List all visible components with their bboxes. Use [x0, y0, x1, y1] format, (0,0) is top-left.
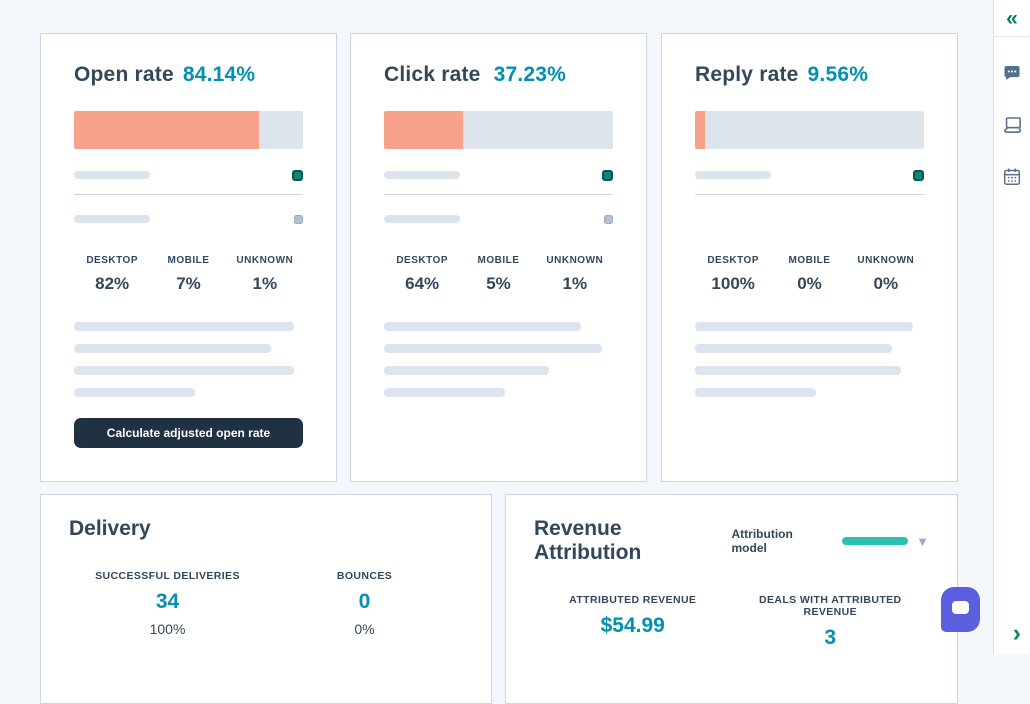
stat-unknown: UNKNOWN 0%	[857, 255, 915, 293]
metric-value: 9.56%	[807, 63, 869, 86]
redacted-label-pill	[384, 171, 460, 179]
collapse-sidebar-button[interactable]: «	[1006, 7, 1018, 30]
stat-mobile: MOBILE 7%	[167, 255, 210, 293]
legend-row	[384, 169, 613, 181]
device-stats: DESKTOP 100% MOBILE 0% UNKNOWN 0%	[695, 255, 924, 294]
divider	[695, 194, 924, 195]
card-title: Reply rate 9.56%	[695, 63, 924, 87]
card-title: Click rate 37.23%	[384, 63, 613, 87]
redacted-text-block	[74, 322, 303, 410]
reply-rate-card: Reply rate 9.56% DESKTOP 100% MOBILE 0% U…	[661, 33, 958, 482]
redacted-line	[695, 344, 892, 353]
calendar-icon[interactable]	[1002, 167, 1023, 187]
redacted-line	[695, 388, 817, 397]
redacted-label-pill	[695, 171, 771, 179]
redacted-label-pill	[74, 215, 150, 223]
attribution-model-label: Attribution model	[731, 527, 793, 555]
revenue-stats: ATTRIBUTED REVENUE $54.99 DEALS WITH ATT…	[534, 594, 929, 650]
chat-launcher-button[interactable]	[941, 587, 980, 632]
rate-progress-bar	[695, 111, 924, 149]
rate-progress-bar	[384, 111, 613, 149]
stat-unknown: UNKNOWN 1%	[236, 255, 294, 293]
right-sidebar: «	[993, 0, 1030, 654]
redacted-line	[384, 388, 506, 397]
redacted-text-block	[695, 322, 924, 410]
stat-attributed-revenue: ATTRIBUTED REVENUE $54.99	[569, 594, 697, 637]
legend-row	[74, 214, 303, 224]
redacted-line	[74, 388, 196, 397]
divider	[384, 194, 613, 195]
chat-bubble-icon[interactable]	[1002, 63, 1023, 83]
chevron-down-icon: ▼	[916, 533, 929, 549]
open-rate-card: Open rate 84.14% DESKTOP 82% MOBILE 7% UN…	[40, 33, 337, 482]
redacted-text-block	[384, 322, 613, 410]
divider	[74, 194, 303, 195]
stat-deals-with-attributed-revenue: DEALS WITH ATTRIBUTED REVENUE 3	[758, 594, 902, 649]
gray-legend-square	[604, 214, 613, 224]
redacted-line	[74, 322, 294, 331]
click-rate-card: Click rate 37.23% DESKTOP 64% MOBILE 5% U…	[350, 33, 647, 482]
rate-progress-fill	[695, 111, 706, 149]
laptop-icon[interactable]	[1002, 115, 1023, 135]
calculate-adjusted-open-rate-button[interactable]: Calculate adjusted open rate	[74, 418, 303, 448]
redacted-line	[384, 366, 549, 375]
rate-progress-fill	[74, 111, 260, 149]
metric-value: 37.23%	[493, 63, 566, 86]
sidebar-divider	[994, 36, 1030, 38]
legend-row	[74, 169, 303, 181]
redacted-label-pill	[74, 171, 150, 179]
stat-bounces: BOUNCES 0 0%	[336, 570, 393, 637]
redacted-line	[384, 344, 602, 353]
redacted-line	[384, 322, 581, 331]
teal-legend-square	[913, 169, 924, 181]
legend-row	[695, 169, 924, 181]
stat-successful-deliveries: SUCCESSFUL DELIVERIES 34 100%	[95, 570, 240, 637]
redacted-line	[74, 344, 271, 353]
delivery-stats: SUCCESSFUL DELIVERIES 34 100% BOUNCES 0 …	[69, 570, 463, 637]
revenue-attribution-card: Revenue Attribution Attribution model ▼ …	[505, 494, 958, 704]
device-stats: DESKTOP 82% MOBILE 7% UNKNOWN 1%	[74, 255, 303, 294]
metric-name: Reply rate	[695, 63, 799, 86]
metric-value: 84.14%	[182, 63, 256, 86]
attribution-model-dropdown[interactable]: Attribution model ▼	[732, 527, 929, 555]
stat-mobile: MOBILE 5%	[477, 255, 520, 293]
stat-desktop: DESKTOP 100%	[707, 255, 759, 293]
card-title: Open rate 84.14%	[74, 63, 303, 87]
legend-row	[384, 214, 613, 224]
gray-legend-square	[294, 214, 303, 224]
teal-legend-square	[292, 169, 303, 181]
stat-desktop: DESKTOP 64%	[396, 255, 448, 293]
delivery-card: Delivery SUCCESSFUL DELIVERIES 34 100% B…	[40, 494, 492, 704]
revenue-title: Revenue Attribution	[534, 517, 642, 564]
attribution-model-value-pill	[842, 537, 909, 545]
stat-desktop: DESKTOP 82%	[86, 255, 138, 293]
metric-name: Open rate	[74, 63, 174, 86]
chat-bubble-glyph	[952, 601, 969, 614]
redacted-line	[695, 366, 902, 375]
rate-progress-fill	[384, 111, 463, 149]
teal-legend-square	[602, 169, 613, 181]
stat-unknown: UNKNOWN 1%	[546, 255, 604, 293]
redacted-label-pill	[384, 215, 460, 223]
device-stats: DESKTOP 64% MOBILE 5% UNKNOWN 1%	[384, 255, 613, 294]
delivery-title: Delivery	[69, 517, 151, 540]
metric-name: Click rate	[384, 63, 481, 86]
legend-row-empty	[695, 215, 924, 223]
next-page-chevron[interactable]: ›	[1012, 619, 1021, 647]
stat-mobile: MOBILE 0%	[788, 255, 831, 293]
redacted-line	[695, 322, 913, 331]
redacted-line	[74, 366, 294, 375]
rate-progress-bar	[74, 111, 303, 149]
